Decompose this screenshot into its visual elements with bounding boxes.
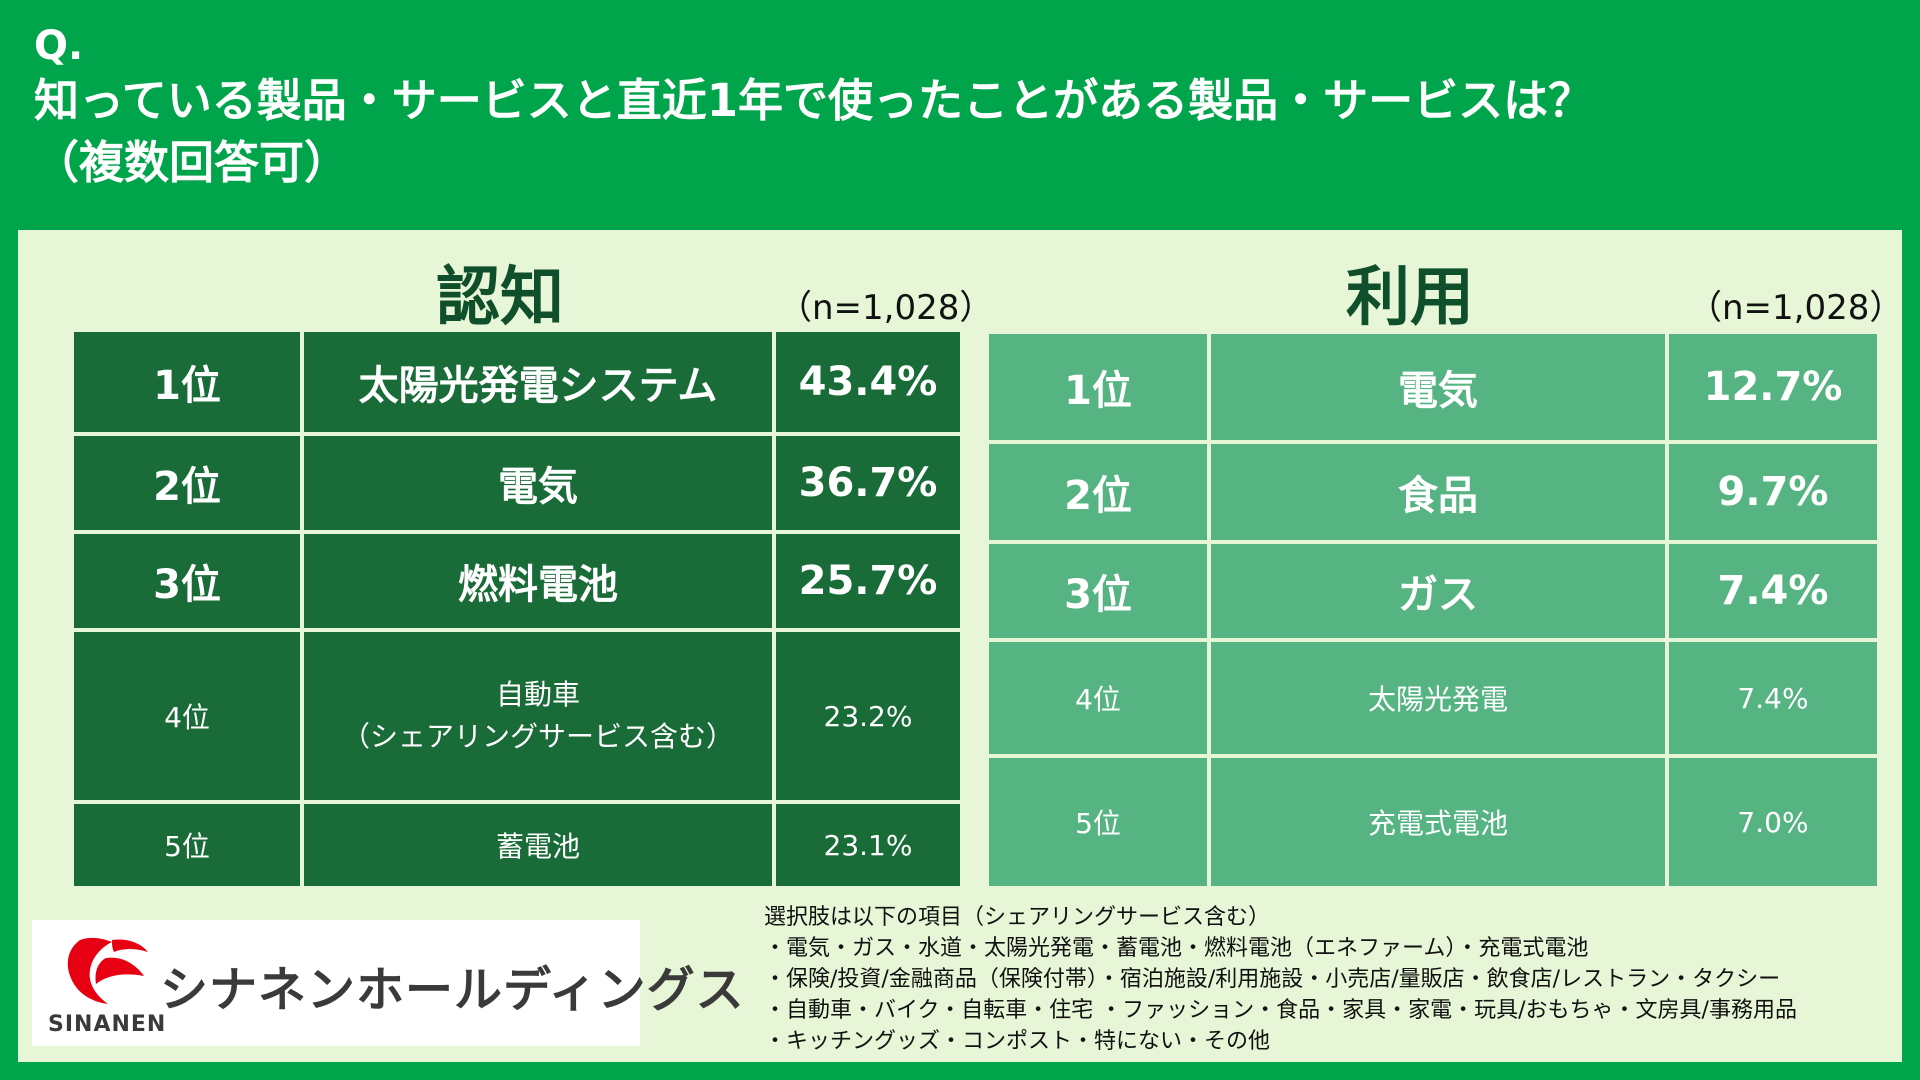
percent-cell: 7.4% [1665,638,1881,758]
percent-cell: 7.0% [1665,754,1881,890]
item-cell: 電気 [1207,330,1669,444]
rank-cell: 3位 [985,540,1211,642]
usage-sample-size: （n=1,028） [1688,288,1904,328]
table-row: 5位 蓄電池 23.1% [70,800,964,890]
item-cell: 食品 [1207,440,1669,544]
item-cell: ガス [1207,540,1669,642]
rank-cell: 1位 [985,330,1211,444]
awareness-sample-size: （n=1,028） [778,288,994,328]
table-row: 2位 食品 9.7% [985,440,1881,544]
choices-note-line: ・保険/投資/金融商品（保険付帯）・宿泊施設/利用施設・小売店/量販店・飲食店/… [764,967,1781,992]
table-row: 4位 自動車 （シェアリングサービス含む） 23.2% [70,628,964,804]
table-row: 5位 充電式電池 7.0% [985,754,1881,890]
choices-note-line: ・自動車・バイク・自転車・住宅 ・ファッション・食品・家具・家電・玩具/おもちゃ… [764,998,1797,1023]
rank-cell: 2位 [70,432,304,534]
sinanen-mark-icon [67,937,148,1004]
awareness-table: 1位 太陽光発電システム 43.4% 2位 電気 36.7% 3位 燃料電池 2… [70,328,964,890]
choices-note: 選択肢は以下の項目（シェアリングサービス含む） ・電気・ガス・水道・太陽光発電・… [764,902,1894,1057]
table-row: 1位 電気 12.7% [985,330,1881,444]
rank-cell: 1位 [70,328,304,436]
rank-cell: 4位 [70,628,304,804]
table-row: 4位 太陽光発電 7.4% [985,638,1881,758]
rank-cell: 4位 [985,638,1211,758]
awareness-title: 認知 [436,261,564,335]
item-cell: 燃料電池 [300,530,776,632]
table-row: 3位 燃料電池 25.7% [70,530,964,632]
percent-cell: 36.7% [772,432,964,534]
rank-cell: 5位 [985,754,1211,890]
percent-cell: 7.4% [1665,540,1881,642]
item-cell: 電気 [300,432,776,534]
choices-note-line: ・電気・ガス・水道・太陽光発電・蓄電池・燃料電池（エネファーム）・充電式電池 [764,936,1589,961]
question-text: 知っている製品・サービスと直近1年で使ったことがある製品・サービスは？ [34,74,1594,127]
item-cell: 太陽光発電 [1207,638,1669,758]
logo-japanese-text: シナネンホールディングス [160,962,745,1018]
table-row: 1位 太陽光発電システム 43.4% [70,328,964,436]
item-label: 自動車 [495,678,580,711]
choices-note-heading: 選択肢は以下の項目（シェアリングサービス含む） [764,905,1271,930]
item-cell: 自動車 （シェアリングサービス含む） [300,628,776,804]
percent-cell: 25.7% [772,530,964,632]
item-cell: 太陽光発電システム [300,328,776,436]
table-row: 3位 ガス 7.4% [985,540,1881,642]
rank-cell: 2位 [985,440,1211,544]
rank-cell: 3位 [70,530,304,632]
company-logo: シナネンホールディングス SINANEN [32,920,744,1046]
question-header: Q. 知っている製品・サービスと直近1年で使ったことがある製品・サービスは？ （… [34,22,1894,194]
item-cell: 充電式電池 [1207,754,1669,890]
usage-title: 利用 [1346,261,1474,335]
rank-cell: 5位 [70,800,304,890]
item-sub-label: （シェアリングサービス含む） [341,720,734,753]
question-note: （複数回答可） [34,136,350,189]
percent-cell: 23.1% [772,800,964,890]
percent-cell: 43.4% [772,328,964,436]
question-label: Q. [34,23,84,69]
percent-cell: 12.7% [1665,330,1881,444]
logo-english-text: SINANEN [48,1012,167,1037]
usage-table: 1位 電気 12.7% 2位 食品 9.7% 3位 ガス 7.4% 4位 太陽光… [985,330,1881,890]
item-cell: 蓄電池 [300,800,776,890]
percent-cell: 23.2% [772,628,964,804]
choices-note-line: ・キッチングッズ・コンポスト・特にない・その他 [764,1029,1271,1054]
table-row: 2位 電気 36.7% [70,432,964,534]
percent-cell: 9.7% [1665,440,1881,544]
